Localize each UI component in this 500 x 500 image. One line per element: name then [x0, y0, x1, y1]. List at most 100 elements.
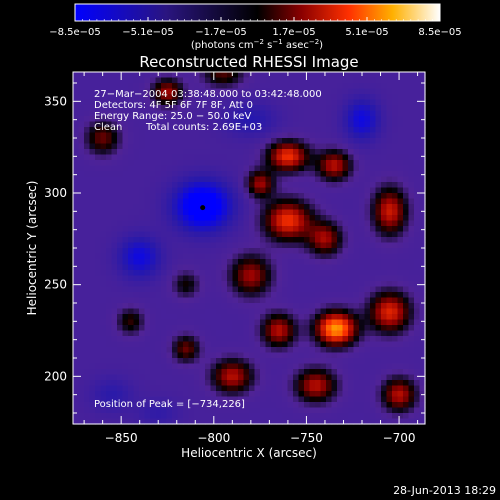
heatmap-cell	[408, 127, 415, 134]
heatmap-cell	[315, 220, 322, 227]
heatmap-cell	[150, 220, 157, 227]
heatmap-cell	[320, 303, 327, 310]
heatmap-cell	[408, 94, 415, 101]
heatmap-cell	[320, 341, 327, 348]
heatmap-cell	[364, 105, 371, 112]
heatmap-cell	[304, 363, 311, 370]
heatmap-cell	[353, 116, 360, 123]
heatmap-cell	[172, 292, 179, 299]
heatmap-cell	[111, 209, 118, 216]
heatmap-cell	[287, 248, 294, 255]
heatmap-cell	[315, 182, 322, 189]
heatmap-cell	[128, 204, 135, 211]
heatmap-cell	[84, 88, 91, 95]
heatmap-cell	[205, 402, 212, 409]
heatmap-cell	[348, 77, 355, 84]
heatmap-cell	[89, 187, 96, 194]
heatmap-cell	[254, 308, 261, 315]
heatmap-cell	[342, 286, 349, 293]
heatmap-cell	[117, 154, 124, 161]
heatmap-cell	[315, 413, 322, 420]
heatmap-cell	[342, 149, 349, 156]
heatmap-cell	[419, 253, 426, 260]
heatmap-cell	[243, 418, 250, 425]
heatmap-cell	[265, 275, 272, 282]
heatmap-cell	[172, 369, 179, 376]
heatmap-cell	[188, 407, 195, 414]
heatmap-cell	[106, 347, 113, 354]
heatmap-cell	[194, 215, 201, 222]
heatmap-cell	[216, 413, 223, 420]
heatmap-cell	[392, 110, 399, 117]
heatmap-cell	[199, 165, 206, 172]
heatmap-cell	[221, 264, 228, 271]
heatmap-cell	[392, 374, 399, 381]
heatmap-cell	[78, 121, 85, 128]
heatmap-cell	[331, 226, 338, 233]
heatmap-cell	[408, 264, 415, 271]
heatmap-cell	[106, 138, 113, 145]
heatmap-cell	[353, 237, 360, 244]
heatmap-cell	[359, 358, 366, 365]
heatmap-cell	[359, 220, 366, 227]
heatmap-cell	[309, 303, 316, 310]
heatmap-cell	[133, 319, 140, 326]
heatmap-cell	[265, 374, 272, 381]
heatmap-cell	[254, 165, 261, 172]
heatmap-cell	[370, 110, 377, 117]
heatmap-cell	[326, 176, 333, 183]
heatmap-cell	[331, 198, 338, 205]
heatmap-cell	[392, 248, 399, 255]
heatmap-cell	[320, 292, 327, 299]
heatmap-cell	[210, 94, 217, 101]
heatmap-cell	[375, 358, 382, 365]
heatmap-cell	[249, 369, 256, 376]
heatmap-cell	[155, 149, 162, 156]
heatmap-cell	[122, 237, 129, 244]
heatmap-cell	[287, 220, 294, 227]
heatmap-cell	[260, 264, 267, 271]
heatmap-cell	[260, 127, 267, 134]
heatmap-cell	[309, 94, 316, 101]
heatmap-cell	[133, 270, 140, 277]
heatmap-cell	[95, 110, 102, 117]
heatmap-cell	[403, 187, 410, 194]
heatmap-cell	[144, 281, 151, 288]
heatmap-cell	[84, 358, 91, 365]
heatmap-cell	[386, 171, 393, 178]
clean-label: Clean	[94, 122, 122, 133]
heatmap-cell	[364, 264, 371, 271]
heatmap-cell	[194, 237, 201, 244]
heatmap-cell	[298, 204, 305, 211]
heatmap-cell	[304, 165, 311, 172]
heatmap-cell	[271, 275, 278, 282]
heatmap-cell	[238, 259, 245, 266]
heatmap-cell	[161, 198, 168, 205]
heatmap-cell	[414, 165, 421, 172]
heatmap-cell	[210, 281, 217, 288]
heatmap-cell	[183, 154, 190, 161]
heatmap-cell	[111, 220, 118, 227]
heatmap-cell	[331, 303, 338, 310]
heatmap-cell	[227, 105, 234, 112]
heatmap-cell	[298, 391, 305, 398]
heatmap-cell	[392, 209, 399, 216]
heatmap-cell	[381, 369, 388, 376]
y-axis-label: Heliocentric Y (arcsec)	[25, 181, 39, 316]
heatmap-cell	[227, 259, 234, 266]
heatmap-cell	[111, 325, 118, 332]
heatmap-cell	[414, 110, 421, 117]
heatmap-cell	[166, 204, 173, 211]
heatmap-cell	[320, 204, 327, 211]
heatmap-cell	[397, 132, 404, 139]
heatmap-cell	[381, 347, 388, 354]
heatmap-cell	[232, 171, 239, 178]
heatmap-cell	[287, 336, 294, 343]
heatmap-cell	[342, 402, 349, 409]
heatmap-cell	[337, 297, 344, 304]
heatmap-cell	[364, 226, 371, 233]
heatmap-cell	[210, 132, 217, 139]
heatmap-cell	[111, 330, 118, 337]
heatmap-cell	[221, 187, 228, 194]
energy-range-text: Energy Range: 25.0 − 50.0 keV	[94, 111, 251, 122]
